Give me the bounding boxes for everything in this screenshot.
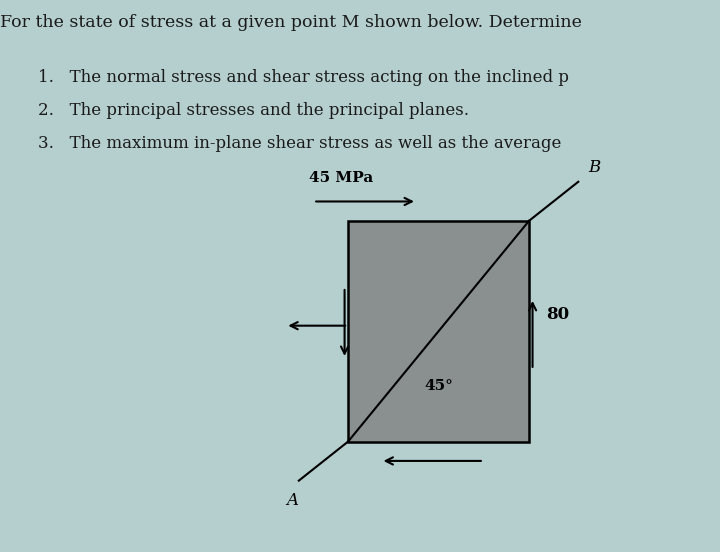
Text: A: A [286, 492, 298, 509]
Text: 80: 80 [546, 306, 570, 323]
Bar [348, 221, 529, 442]
Text: B: B [589, 159, 601, 176]
Text: 45 MPa: 45 MPa [309, 171, 373, 185]
Text: 2.   The principal stresses and the principal planes.: 2. The principal stresses and the princi… [38, 102, 469, 119]
Text: For the state of stress at a given point M shown below. Determine: For the state of stress at a given point… [0, 14, 582, 31]
Text: 45°: 45° [424, 379, 453, 393]
Text: 1.   The normal stress and shear stress acting on the inclined p: 1. The normal stress and shear stress ac… [38, 69, 570, 86]
Text: 3.   The maximum in-plane shear stress as well as the average: 3. The maximum in-plane shear stress as … [38, 135, 562, 152]
